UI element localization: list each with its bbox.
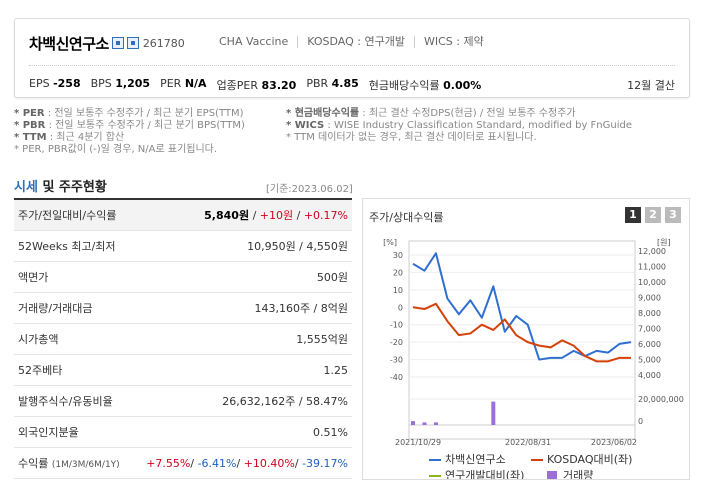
notes-left: * PER : 전일 보통주 수정주가 / 최근 분기 EPS(TTM) * P… (14, 108, 245, 156)
table-row: 발행주식수/유동비율 26,632,162주 / 58.47% (14, 386, 352, 417)
table-row-price: 주가/전일대비/수익률 5,840원 / +10원 / +0.17% (14, 200, 352, 231)
english-name: CHA Vaccine (219, 35, 289, 48)
company-name[interactable]: 차백신연구소 (29, 34, 109, 53)
right-tick-label: 7,000 (638, 325, 661, 334)
section-divider (14, 198, 352, 200)
left-tick-label: -30 (390, 356, 403, 365)
volume-tick-label: 20,000,000 (638, 395, 684, 404)
chart-page-1-button[interactable]: 1 (625, 207, 641, 223)
left-tick-label: -40 (390, 373, 403, 382)
table-row: 52주베타 1.25 (14, 355, 352, 386)
section-title: 시세 및 주주현황 (14, 180, 107, 195)
current-price: 5,840원 (204, 209, 250, 222)
right-tick-label: 5,000 (638, 356, 661, 365)
left-tick-label: 0 (398, 303, 403, 312)
price-table: 주가/전일대비/수익률 5,840원 / +10원 / +0.17% 52Wee… (14, 200, 352, 479)
return-1y: -39.17% (302, 456, 348, 470)
right-tick-label: 12,000 (638, 247, 666, 256)
table-row: 거래량/거래대금 143,160주 / 8억원 (14, 293, 352, 324)
note-wics: * WICS : WISE Industry Classification St… (286, 120, 632, 131)
note-ttm: * TTM : 최근 4분기 합산 (14, 132, 125, 143)
stock-header-card: 차백신연구소 261780 CHA Vaccine KOSDAQ : 연구개발 … (14, 18, 690, 98)
legend-stock: 차백신연구소 (445, 453, 506, 466)
left-tick-label: -20 (390, 338, 403, 347)
right-tick-label: 8,000 (638, 309, 661, 318)
note-dividend: * 현금배당수익률 : 최근 결산 수정DPS(현금) / 전일 보통주 수정주… (286, 108, 576, 119)
left-unit-label: [%] (383, 238, 397, 247)
table-row: 외국인지분율 0.51% (14, 417, 352, 448)
title-row: 차백신연구소 261780 (29, 33, 185, 53)
price-change-rate: +0.17% (303, 209, 348, 222)
stat-per: PER N/A (160, 77, 207, 90)
legend-volume-swatch (547, 471, 557, 479)
legend-kosdaq: KOSDAQ대비(좌) (547, 453, 632, 466)
note-ttm-missing: * TTM 데이터가 없는 경우, 최근 결산 데이터로 표시됩니다. (286, 132, 537, 143)
stat-bps: BPS 1,205 (90, 77, 151, 90)
left-tick-label: 20 (393, 268, 403, 277)
chart-page-3-button[interactable]: 3 (665, 207, 681, 223)
x-tick-label: 2021/10/29 (395, 438, 441, 447)
volume-tick-label: 0 (638, 417, 643, 426)
volume-bar (491, 401, 496, 425)
home-icon[interactable] (111, 37, 124, 49)
table-row-returns: 수익률 (1M/3M/6M/1Y) +7.55%/ -6.41%/ +10.40… (14, 448, 352, 479)
note-pbr: * PBR : 전일 보통주 수정주가 / 최근 분기 BPS(TTM) (14, 120, 245, 131)
volume-bar (422, 422, 427, 425)
left-tick-label: 30 (393, 251, 403, 260)
price-change: +10원 (259, 209, 294, 222)
valuation-stats: EPS -258 BPS 1,205 PER N/A 업종PER 83.20 P… (29, 77, 491, 93)
return-6m: +10.40% (243, 456, 295, 470)
right-tick-label: 6,000 (638, 340, 661, 349)
company-meta: CHA Vaccine KOSDAQ : 연구개발 WICS : 제약 (219, 36, 493, 48)
legend-industry: 연구개발대비(좌) (445, 469, 524, 479)
legend-volume: 거래량 (563, 469, 593, 479)
wics-sector: WICS : 제약 (413, 36, 493, 48)
right-tick-label: 10,000 (638, 278, 666, 287)
series-line-stock (412, 252, 632, 361)
left-tick-label: -10 (390, 321, 403, 330)
stat-dividend-yield: 현금배당수익률 0.00% (368, 79, 482, 92)
left-tick-label: 10 (393, 286, 403, 295)
price-chart: 30 20 10 0 -10 -20 -30 -40 [%] [원]12,000 11,000 10,… (383, 238, 684, 479)
building-icon[interactable] (126, 37, 139, 49)
volume-bar (433, 422, 438, 425)
header-divider (29, 65, 675, 66)
right-tick-label: 4,000 (638, 371, 661, 380)
return-1m: +7.55% (146, 456, 191, 470)
right-unit-label: [원] (657, 238, 671, 247)
chart-pager: 1 2 3 (621, 207, 681, 223)
notes-right: * 현금배당수익률 : 최근 결산 수정DPS(현금) / 전일 보통주 수정주… (286, 108, 632, 144)
series-line-kosdaq (412, 302, 631, 363)
note-negative: * PER, PBR값이 (-)일 경우, N/A로 표기됩니다. (14, 144, 218, 155)
right-tick-label: 11,000 (638, 263, 666, 272)
chart-panel: 주가/상대수익률 1 2 3 30 20 10 0 -10 -20 -30 -40 [%] [원]… (362, 198, 690, 480)
return-3m: -6.41% (197, 456, 237, 470)
stat-eps: EPS -258 (29, 77, 81, 90)
stat-pbr: PBR 4.85 (306, 77, 359, 90)
market-sector: KOSDAQ : 연구개발 (297, 36, 414, 48)
chart-page-2-button[interactable]: 2 (645, 207, 661, 223)
settlement-month: 12월 결산 (627, 79, 675, 92)
table-row: 52Weeks 최고/최저 10,950원 / 4,550원 (14, 231, 352, 262)
note-per: * PER : 전일 보통주 수정주가 / 최근 분기 EPS(TTM) (14, 108, 244, 119)
x-tick-label: 2022/08/31 (505, 438, 551, 447)
stat-industry-per: 업종PER 83.20 (216, 79, 297, 92)
right-tick-label: 9,000 (638, 294, 661, 303)
x-tick-label: 2023/06/02 (591, 438, 637, 447)
table-row: 시가총액 1,555억원 (14, 324, 352, 355)
base-date: [기준:2023.06.02] (266, 184, 353, 195)
ticker-code: 261780 (142, 36, 185, 50)
chart-title: 주가/상대수익률 (369, 211, 444, 224)
table-row: 액면가 500원 (14, 262, 352, 293)
volume-bar (411, 421, 415, 425)
plot-frame (408, 240, 636, 440)
